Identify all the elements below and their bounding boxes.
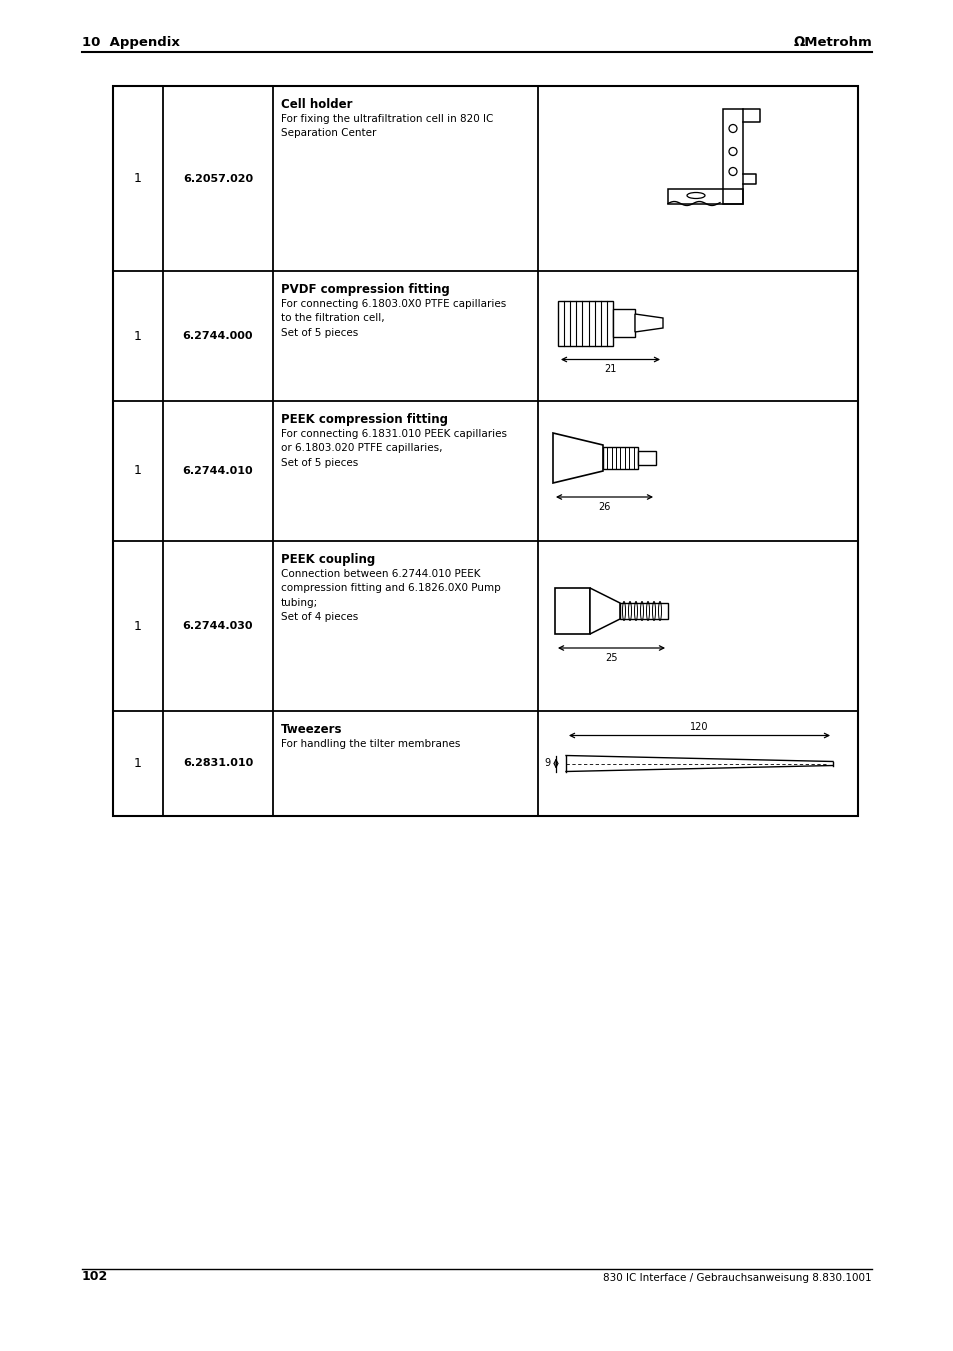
Text: Cell holder: Cell holder	[281, 99, 352, 111]
Text: 1: 1	[134, 172, 142, 185]
Text: 1: 1	[134, 330, 142, 343]
Bar	[602, 447, 638, 469]
Text: Tweezers: Tweezers	[281, 723, 342, 736]
Text: 1: 1	[134, 757, 142, 770]
Text: 10  Appendix: 10 Appendix	[82, 36, 180, 49]
Text: For handling the tilter membranes: For handling the tilter membranes	[281, 739, 460, 748]
Text: 1: 1	[134, 620, 142, 632]
Text: Connection between 6.2744.010 PEEK
compression fitting and 6.1826.0X0 Pump
tubin: Connection between 6.2744.010 PEEK compr…	[281, 569, 500, 623]
Text: 26: 26	[598, 503, 610, 512]
Bar	[613, 309, 635, 336]
Polygon shape	[553, 434, 602, 484]
Bar	[558, 300, 613, 346]
Text: 830 IC Interface / Gebrauchsanweisung 8.830.1001: 830 IC Interface / Gebrauchsanweisung 8.…	[602, 1273, 871, 1283]
Text: PVDF compression fitting: PVDF compression fitting	[281, 282, 449, 296]
Text: 6.2744.000: 6.2744.000	[183, 331, 253, 340]
Polygon shape	[635, 313, 662, 332]
Polygon shape	[589, 588, 619, 634]
Text: 102: 102	[82, 1270, 108, 1283]
Text: 21: 21	[603, 365, 616, 374]
Text: PEEK compression fitting: PEEK compression fitting	[281, 413, 448, 426]
Bar	[555, 588, 589, 634]
Text: 6.2831.010: 6.2831.010	[183, 758, 253, 769]
Text: 9: 9	[544, 758, 551, 769]
Text: 120: 120	[690, 721, 708, 731]
Text: 1: 1	[134, 465, 142, 477]
Text: 6.2744.030: 6.2744.030	[183, 621, 253, 631]
Text: 6.2057.020: 6.2057.020	[183, 173, 253, 184]
Text: For connecting 6.1803.0X0 PTFE capillaries
to the filtration cell,
Set of 5 piec: For connecting 6.1803.0X0 PTFE capillari…	[281, 299, 506, 338]
Text: 25: 25	[604, 653, 618, 663]
Bar	[112, 86, 857, 816]
Text: For connecting 6.1831.010 PEEK capillaries
or 6.1803.020 PTFE capillaries,
Set o: For connecting 6.1831.010 PEEK capillari…	[281, 430, 506, 467]
Text: PEEK coupling: PEEK coupling	[281, 553, 375, 566]
Text: For fixing the ultrafiltration cell in 820 IC
Separation Center: For fixing the ultrafiltration cell in 8…	[281, 113, 493, 138]
Bar	[638, 451, 656, 465]
Text: ΩMetrohm: ΩMetrohm	[792, 36, 871, 49]
Bar	[619, 603, 667, 619]
Text: 6.2744.010: 6.2744.010	[182, 466, 253, 476]
